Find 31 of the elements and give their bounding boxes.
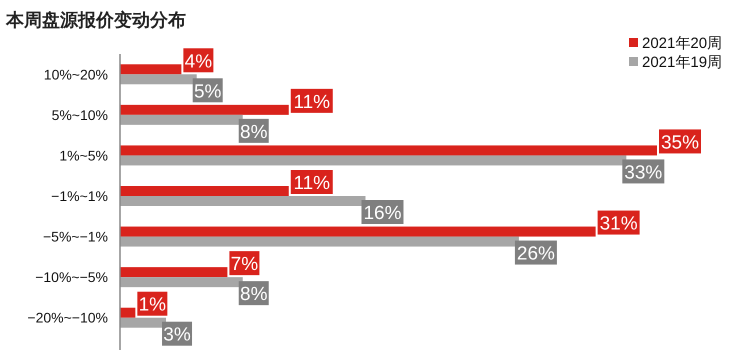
data-label: 16%: [363, 203, 402, 224]
bar: [120, 64, 182, 74]
data-label: 8%: [240, 122, 268, 143]
y-tick-label: −10%~−5%: [35, 269, 108, 286]
bar: [120, 145, 657, 156]
bar: [120, 226, 596, 237]
data-label: 33%: [624, 162, 662, 184]
bar: [120, 104, 289, 115]
bar: [120, 267, 228, 278]
data-label: 31%: [600, 214, 638, 235]
data-label: 3%: [163, 324, 191, 346]
y-tick-label: 10%~20%: [44, 66, 108, 82]
data-label: 1%: [138, 294, 166, 316]
bar: [120, 308, 136, 318]
data-label: 8%: [240, 284, 268, 306]
y-tick-label: −5%~−1%: [43, 228, 108, 245]
data-label: 7%: [230, 254, 258, 276]
data-label: 11%: [293, 92, 330, 113]
data-label: 11%: [293, 173, 330, 194]
bar: [120, 186, 289, 196]
data-label: 5%: [194, 81, 222, 102]
y-tick-label: −1%~1%: [51, 188, 108, 204]
chart-title: 本周盘源报价变动分布: [5, 10, 186, 30]
legend-label: 2021年20周: [642, 35, 722, 52]
data-label: 35%: [660, 132, 700, 154]
y-tick-label: 5%~10%: [52, 106, 108, 123]
legend-label: 2021年19周: [642, 54, 722, 71]
y-tick-label: 1%~5%: [59, 147, 108, 164]
data-label: 4%: [184, 51, 212, 72]
data-label: 26%: [516, 244, 556, 265]
y-tick-label: −20%~−10%: [27, 310, 108, 326]
